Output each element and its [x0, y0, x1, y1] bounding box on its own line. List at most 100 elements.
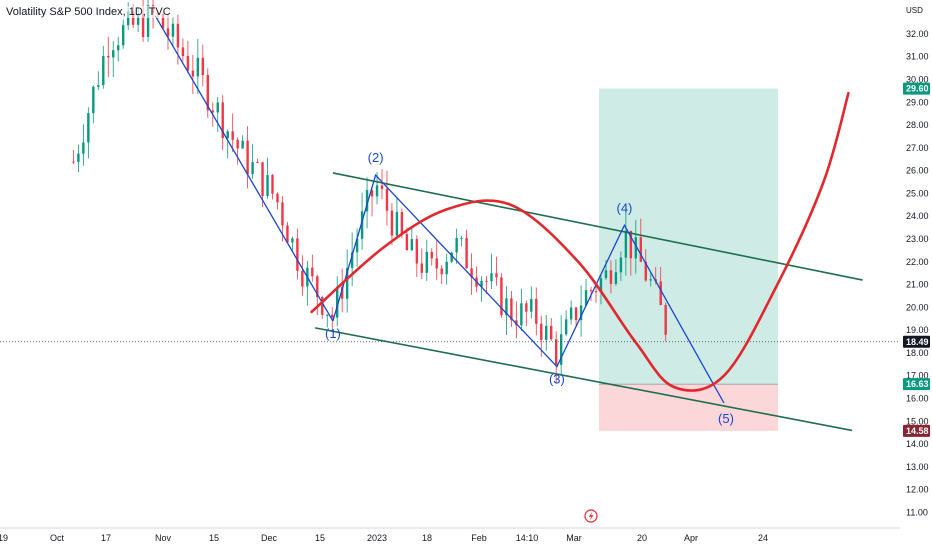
wave-label: (1) — [325, 326, 341, 341]
candle-body — [535, 298, 538, 324]
candle-body — [425, 251, 428, 273]
candle-body — [336, 287, 339, 318]
candle-body — [316, 276, 319, 298]
y-tick-label: 11.00 — [906, 507, 928, 517]
candle-body — [445, 261, 448, 275]
candle-body — [276, 193, 279, 203]
y-tick-label: 22.00 — [906, 257, 929, 267]
candle-body — [131, 11, 135, 25]
candle-body — [420, 263, 424, 273]
wave-label: (4) — [616, 200, 632, 215]
candle-body — [579, 305, 583, 321]
candle-body — [82, 142, 85, 154]
candle-body — [470, 268, 473, 278]
y-tick-label: 25.00 — [906, 188, 929, 198]
candle-body — [345, 267, 349, 299]
candle-body — [206, 74, 209, 111]
x-tick-label: Feb — [471, 533, 487, 543]
y-tick-label: 13.00 — [906, 462, 929, 472]
candle-body — [291, 238, 294, 243]
candle-body — [415, 239, 419, 264]
wave-label: (2) — [368, 150, 384, 165]
price-tag: 18.49 — [903, 335, 930, 348]
svg-text:29.60: 29.60 — [906, 84, 929, 94]
wave-label: (5) — [718, 411, 734, 426]
x-tick-label: 20 — [637, 533, 647, 543]
candle-body — [604, 270, 608, 279]
candle-body — [221, 102, 224, 139]
y-tick-label: 20.00 — [906, 302, 929, 312]
candle-body — [181, 47, 185, 57]
channel-upper-line[interactable] — [332, 172, 863, 281]
candle-body — [644, 261, 647, 281]
downtrend-line[interactable] — [154, 15, 334, 322]
y-tick-label: 16.00 — [906, 394, 929, 404]
candle-body — [584, 290, 588, 306]
x-tick-label: 17 — [101, 533, 111, 543]
candle-body — [186, 56, 190, 71]
candle-body — [360, 211, 364, 239]
candle-body — [624, 230, 628, 258]
price-tag: 14.58 — [903, 424, 930, 437]
candle-body — [266, 175, 269, 196]
candle-body — [450, 252, 453, 262]
candle-body — [251, 162, 254, 175]
candle-body — [256, 162, 259, 164]
y-unit-label: USD — [906, 6, 923, 15]
candle-body — [236, 139, 239, 149]
candle-body — [525, 303, 528, 312]
candle-body — [321, 297, 324, 315]
candle-body — [271, 175, 274, 194]
candle-body — [166, 28, 170, 37]
candle-body — [375, 185, 379, 197]
candle-body — [87, 113, 90, 143]
candle-body — [400, 212, 404, 235]
y-tick-label: 21.00 — [906, 280, 929, 290]
y-tick-label: 26.00 — [906, 166, 929, 176]
stop-zone[interactable] — [599, 384, 778, 431]
elliott-wave-line[interactable] — [332, 173, 725, 404]
candle-body — [440, 268, 443, 275]
candle-body — [495, 273, 498, 278]
lightning-icon[interactable] — [584, 509, 598, 523]
candle-body — [201, 57, 205, 75]
candle-body — [171, 23, 175, 37]
candle-body — [286, 225, 289, 243]
candle-body — [629, 230, 633, 259]
candle-body — [226, 131, 229, 139]
candle-body — [520, 303, 523, 326]
candle-body — [385, 188, 389, 211]
candle-body — [97, 85, 100, 87]
candle-body — [455, 238, 458, 253]
candle-body — [231, 131, 234, 140]
candle-body — [599, 278, 603, 293]
candle-body — [510, 298, 513, 321]
candle-body — [191, 70, 195, 77]
x-tick-label: 24 — [758, 533, 768, 543]
candle-body — [350, 252, 354, 268]
candle-body — [380, 185, 384, 189]
x-tick-label: 15 — [315, 533, 325, 543]
candle-body — [609, 270, 613, 284]
candle-body — [430, 251, 433, 259]
candle-body — [112, 50, 115, 58]
x-tick-label: Nov — [155, 533, 172, 543]
candle-body — [395, 212, 399, 236]
svg-text:16.63: 16.63 — [906, 379, 929, 389]
candle-body — [480, 280, 483, 287]
candle-body — [146, 5, 150, 37]
candle-body — [569, 307, 573, 320]
x-tick-label: Mar — [566, 533, 582, 543]
candle-body — [311, 267, 314, 277]
y-tick-label: 14.00 — [906, 439, 929, 449]
forecast-curve[interactable] — [310, 91, 850, 392]
channel-lower-line[interactable] — [315, 327, 853, 432]
candle-body — [370, 190, 374, 197]
candle-body — [405, 234, 409, 251]
candle-body — [515, 320, 518, 326]
y-tick-label: 27.00 — [906, 143, 929, 153]
candle-body — [530, 298, 533, 312]
candle-body — [659, 281, 662, 306]
